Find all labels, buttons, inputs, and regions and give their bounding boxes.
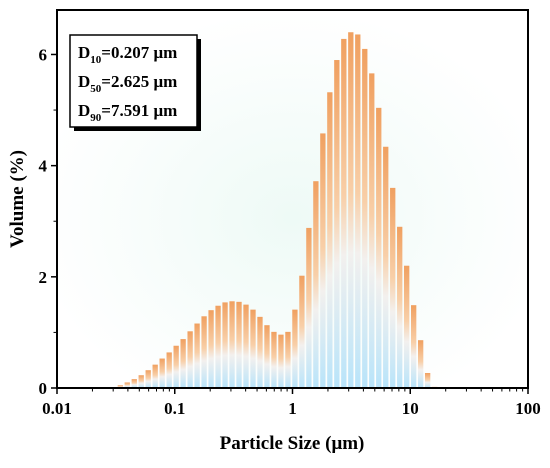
bar bbox=[187, 331, 193, 388]
y-tick-label: 6 bbox=[39, 45, 48, 64]
bar bbox=[376, 107, 382, 388]
bar bbox=[383, 146, 389, 388]
bar bbox=[424, 372, 431, 388]
y-tick-label: 4 bbox=[39, 157, 48, 176]
bar bbox=[355, 34, 361, 389]
stats-d90: D90=7.591 μm bbox=[78, 101, 177, 124]
bar bbox=[417, 340, 424, 388]
stats-d10: D10=0.207 μm bbox=[78, 43, 177, 66]
bar bbox=[299, 275, 305, 388]
x-axis-title: Particle Size (μm) bbox=[220, 433, 365, 454]
y-tick-label: 2 bbox=[39, 268, 48, 287]
bar bbox=[348, 32, 354, 389]
bar bbox=[159, 358, 165, 388]
bar bbox=[257, 316, 263, 388]
bar bbox=[341, 38, 347, 388]
bar bbox=[250, 309, 256, 388]
stats-box-frame bbox=[69, 34, 198, 128]
bar bbox=[152, 364, 158, 388]
x-tick-label: 10 bbox=[402, 399, 419, 418]
x-tick-label: 0.01 bbox=[42, 399, 72, 418]
bar bbox=[131, 379, 137, 388]
stats-d50-sub: 50 bbox=[90, 83, 102, 95]
stats-d10-base: D bbox=[78, 43, 90, 62]
bar bbox=[208, 310, 214, 388]
bar bbox=[229, 301, 235, 388]
stats-d50-value: =2.625 μm bbox=[101, 72, 177, 91]
stats-box: D10=0.207 μm D50=2.625 μm D90=7.591 μm bbox=[69, 34, 201, 131]
bar bbox=[166, 352, 172, 388]
bar bbox=[306, 227, 312, 388]
bar bbox=[404, 265, 410, 388]
bar bbox=[285, 331, 291, 388]
bar bbox=[313, 181, 319, 388]
stats-d90-value: =7.591 μm bbox=[101, 101, 177, 120]
bar bbox=[145, 370, 151, 388]
bar bbox=[264, 325, 270, 388]
stats-d10-sub: 10 bbox=[90, 54, 102, 66]
bar bbox=[236, 301, 242, 388]
bar bbox=[369, 73, 375, 389]
stats-d10-value: =0.207 μm bbox=[101, 43, 177, 62]
bar bbox=[271, 331, 277, 388]
stats-d90-sub: 90 bbox=[90, 112, 102, 124]
bar bbox=[243, 304, 249, 388]
bar bbox=[180, 339, 186, 388]
bar bbox=[215, 305, 221, 388]
bar bbox=[138, 375, 144, 388]
ticks-group: 0.01 0.1 1 10 100 0 2 4 6 bbox=[39, 45, 541, 418]
bar bbox=[194, 323, 200, 388]
bar bbox=[201, 316, 207, 388]
bar bbox=[397, 226, 403, 388]
x-tick-label: 1 bbox=[288, 399, 297, 418]
bar bbox=[390, 187, 396, 388]
bar bbox=[278, 334, 284, 388]
bar bbox=[124, 382, 130, 388]
bars-group bbox=[117, 32, 438, 389]
bar bbox=[334, 60, 340, 388]
bar bbox=[320, 133, 326, 388]
bar bbox=[327, 92, 333, 389]
y-tick-label: 0 bbox=[39, 379, 48, 398]
x-tick-label: 100 bbox=[515, 399, 541, 418]
stats-d50: D50=2.625 μm bbox=[78, 72, 177, 95]
stats-d50-base: D bbox=[78, 72, 90, 91]
stats-d90-base: D bbox=[78, 101, 90, 120]
bar bbox=[117, 385, 123, 388]
y-axis-title: Volume (%) bbox=[7, 150, 28, 248]
bar bbox=[362, 48, 368, 388]
bar bbox=[222, 302, 228, 388]
bar bbox=[173, 345, 179, 388]
bar bbox=[411, 305, 417, 388]
bar bbox=[292, 309, 298, 388]
x-tick-label: 0.1 bbox=[164, 399, 185, 418]
